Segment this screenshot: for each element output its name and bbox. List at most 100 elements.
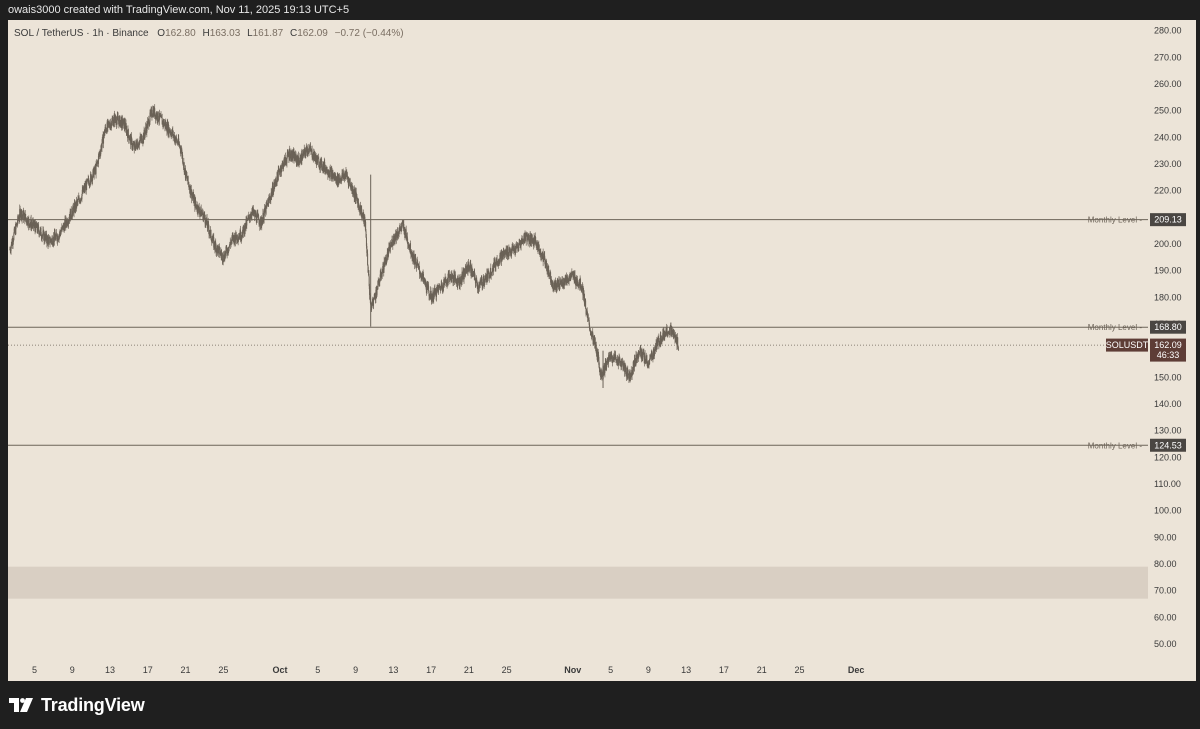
candle-body	[179, 144, 181, 147]
candle-body	[331, 170, 333, 172]
candle-body	[116, 115, 118, 121]
candle-body	[500, 252, 502, 262]
candle-body	[252, 208, 254, 214]
candle-body	[545, 260, 547, 264]
candle-body	[60, 230, 62, 232]
time-axis[interactable]: 5 9 13 17 21 25 Oct 5 9 13 17 21 25 Nov 5 9 13 17 21 25 Dec	[32, 665, 864, 675]
candle-body	[499, 254, 501, 263]
candle-body	[251, 211, 253, 217]
candle-body	[137, 143, 139, 148]
candle-body	[405, 229, 407, 236]
candle-body	[361, 214, 363, 216]
candle-body	[676, 336, 678, 344]
tradingview-logo[interactable]: TradingView	[9, 695, 145, 716]
candle-body	[300, 155, 302, 163]
candle-body	[454, 274, 456, 279]
candle-body	[186, 175, 188, 180]
candle-body	[349, 182, 351, 186]
candle-body	[204, 218, 206, 224]
candle-body	[460, 276, 462, 283]
candle-body	[562, 285, 564, 287]
candle-body	[115, 120, 117, 124]
candle-body	[313, 151, 315, 157]
time-tick-label: 21	[757, 665, 767, 675]
candle-body	[623, 363, 625, 369]
candle-body	[207, 222, 209, 229]
time-tick-label: 13	[388, 665, 398, 675]
candle-body	[341, 176, 343, 182]
candle-body	[365, 237, 367, 247]
candle-body	[77, 199, 79, 201]
candle-body	[37, 225, 39, 227]
candle-body	[614, 357, 616, 360]
candle-body	[620, 361, 622, 368]
candle-body	[589, 324, 591, 330]
candle-body	[610, 355, 612, 360]
candle-body	[221, 253, 223, 256]
candle-body	[16, 223, 18, 225]
candle-body	[394, 235, 396, 242]
candle-body	[382, 269, 384, 273]
candle-body	[58, 234, 60, 236]
candle-body	[215, 242, 217, 246]
candle-body	[444, 281, 446, 284]
candle-body	[365, 221, 367, 232]
candle-body	[195, 200, 197, 205]
candle-body	[241, 231, 243, 238]
candle-body	[604, 365, 606, 373]
candle-body	[173, 135, 175, 137]
candle-body	[466, 267, 468, 269]
candle-body	[595, 345, 597, 354]
candle-body	[198, 206, 200, 211]
candle-body	[423, 278, 425, 280]
candle-body	[570, 276, 572, 279]
candle-body	[66, 219, 68, 225]
candle-body	[607, 356, 609, 364]
price-tick-label: 60.00	[1154, 612, 1177, 622]
candle-body	[499, 253, 501, 255]
candle-body	[184, 168, 186, 173]
candle-body	[312, 157, 314, 159]
chart-credit-bar: owais3000 created with TradingView.com, …	[0, 0, 1200, 20]
candle-body	[461, 282, 463, 284]
candle-body	[50, 239, 52, 241]
price-tick-label: 240.00	[1154, 132, 1182, 142]
tradingview-logo-text: TradingView	[41, 694, 145, 715]
candle-body	[202, 211, 204, 221]
candle-body	[321, 159, 323, 168]
candle-body	[88, 178, 90, 182]
candle-body	[472, 271, 474, 275]
candle-body	[104, 127, 106, 132]
price-axis[interactable]: 280.00 270.00 260.00 250.00 240.00 230.00 220.…	[1154, 26, 1182, 649]
time-tick-label: 9	[646, 665, 651, 675]
candle-body	[149, 121, 151, 125]
candle-body	[474, 274, 476, 280]
chart-panel[interactable]: Monthly Level - Monthly Level - Monthly Le…	[8, 20, 1196, 681]
price-chart[interactable]: Monthly Level - Monthly Level - Monthly Le…	[8, 20, 1196, 681]
candle-body	[389, 244, 391, 249]
candle-body	[382, 263, 384, 273]
candle-body	[130, 136, 132, 139]
time-tick-label: 17	[426, 665, 436, 675]
candle-body	[430, 290, 432, 294]
candle-body	[471, 274, 473, 276]
time-tick-label: 9	[353, 665, 358, 675]
candle-body	[81, 199, 83, 201]
candle-body	[360, 213, 362, 215]
candle-body	[524, 235, 526, 243]
candle-body	[450, 278, 452, 281]
candle-body	[81, 194, 83, 200]
candle-body	[287, 151, 289, 153]
candle-body	[661, 339, 663, 343]
candle-body	[142, 141, 144, 143]
legend-high-label: H	[202, 28, 209, 39]
candle-body	[392, 242, 394, 245]
time-tick-label: Nov	[564, 665, 581, 675]
candle-body	[93, 171, 95, 178]
candle-body	[228, 245, 230, 247]
candle-body	[309, 148, 311, 150]
candle-body	[138, 141, 140, 146]
candle-body	[274, 179, 276, 184]
candle-body	[214, 241, 216, 247]
candle-body	[386, 252, 388, 261]
